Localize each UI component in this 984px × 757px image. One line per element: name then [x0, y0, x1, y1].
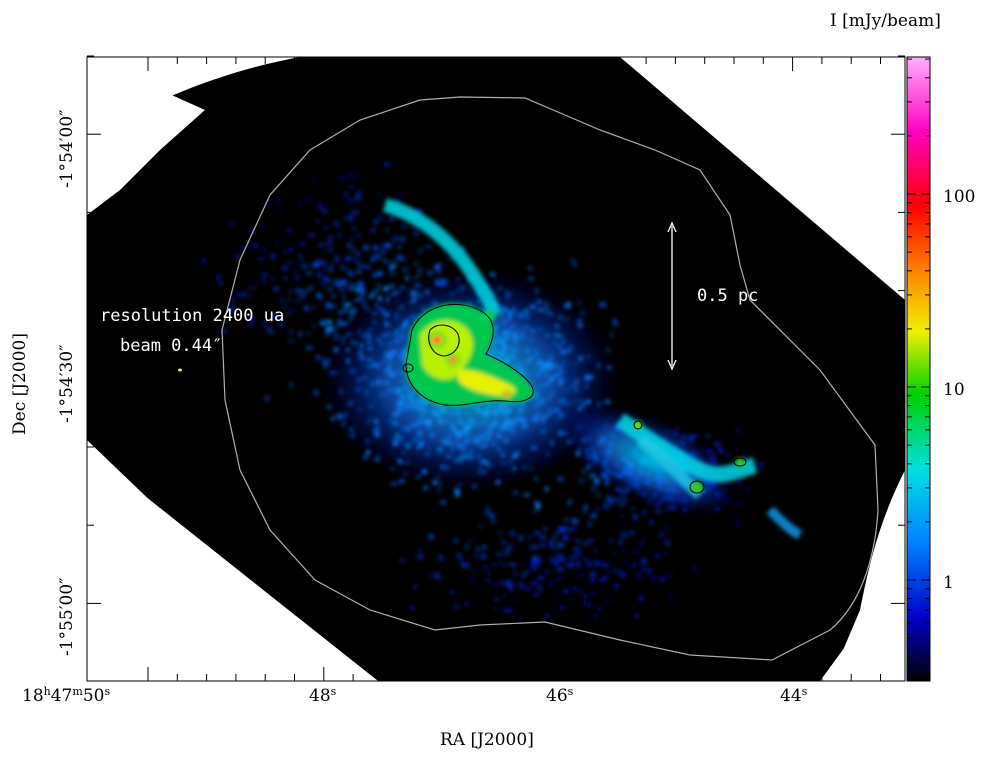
colorbar-tick-1: 1 — [943, 573, 954, 593]
main-clump — [405, 302, 745, 492]
axis-ticks — [87, 55, 905, 681]
scale-bar-label: 0.5 pc — [697, 286, 758, 306]
x-tick-label-3: 44s — [780, 685, 808, 706]
image-layer — [87, 57, 905, 681]
resolution-label: resolution 2400 ua — [100, 306, 284, 326]
colorbar-title: I [mJy/beam] — [830, 11, 941, 31]
x-tick-label-1: 48s — [309, 685, 337, 706]
y-axis-title: Dec [J2000] — [10, 333, 30, 435]
colorbar-tick-10: 10 — [943, 380, 965, 400]
colorbar-tick-100: 100 — [943, 187, 975, 207]
scale-bar — [667, 221, 677, 371]
contours — [402, 303, 747, 494]
y-tick-label-2: -1°55′00″ — [57, 577, 77, 656]
coverage-outline — [221, 96, 879, 661]
beam-marker — [178, 368, 182, 372]
beam-label: beam 0.44″ — [120, 336, 222, 356]
y-tick-label-1: -1°54′30″ — [57, 344, 77, 423]
colorbar — [906, 56, 931, 682]
x-tick-label-2: 46s — [546, 685, 574, 706]
y-tick-label-0: -1°54′00″ — [57, 109, 77, 188]
x-axis-title: RA [J2000] — [440, 730, 534, 750]
x-tick-label-0: 18h47m50s — [22, 685, 110, 706]
